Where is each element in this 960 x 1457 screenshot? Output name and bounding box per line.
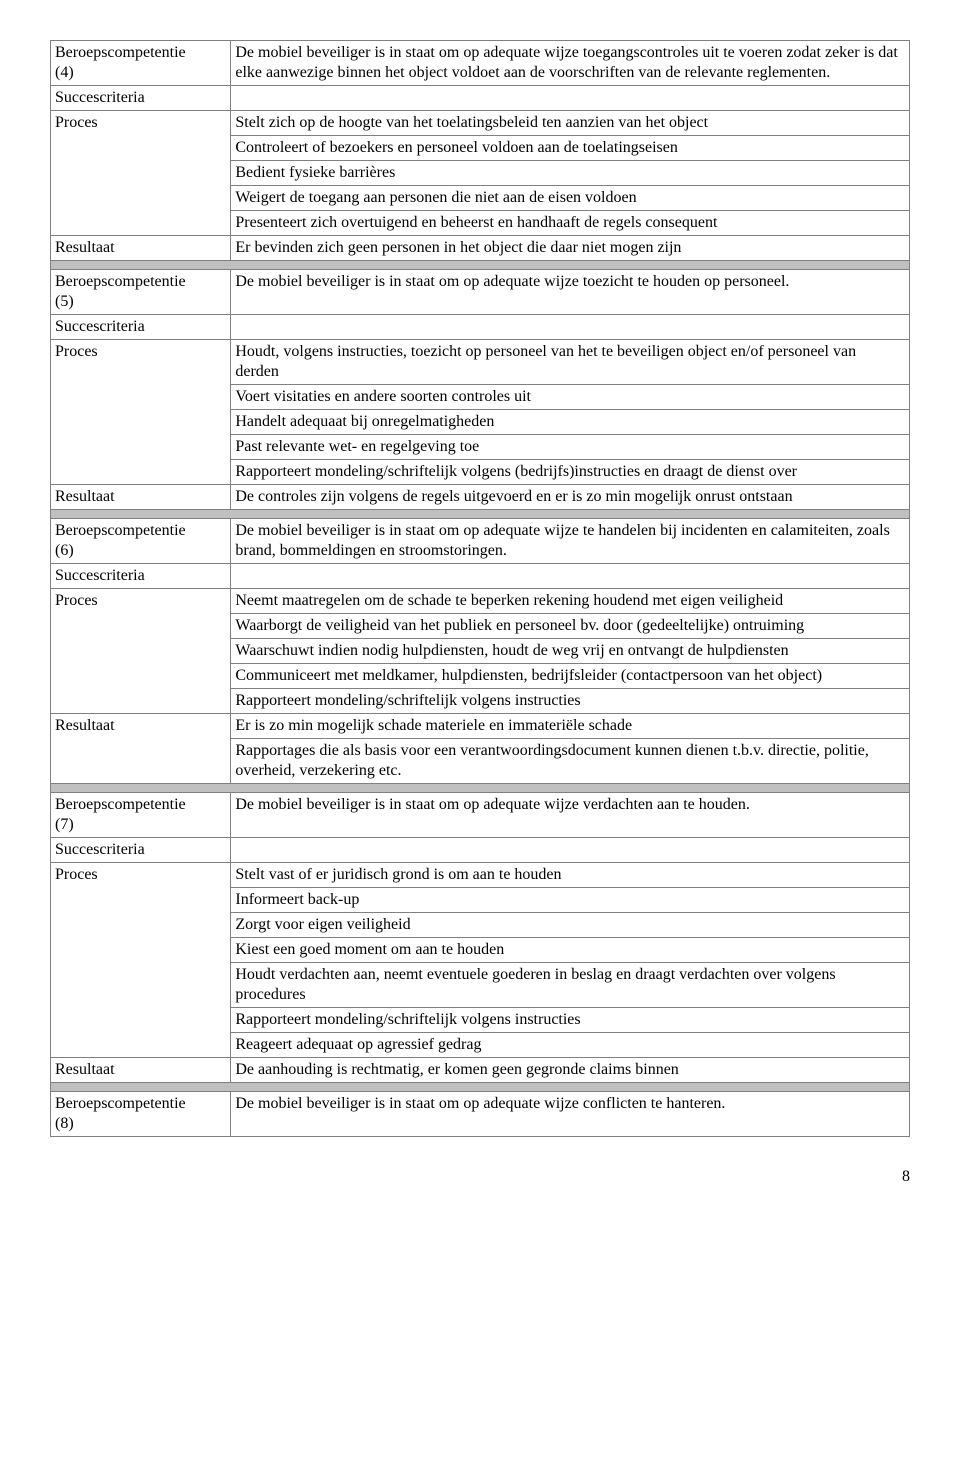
- competence-title-cell: Beroepscompetentie (5): [51, 270, 231, 315]
- proces-item: Kiest een goed moment om aan te houden: [231, 938, 910, 963]
- proces-item: Houdt, volgens instructies, toezicht op …: [231, 340, 910, 385]
- competence-description: De mobiel beveiliger is in staat om op a…: [231, 270, 910, 315]
- competence-label: Beroepscompetentie: [55, 44, 186, 61]
- separator-row: [51, 1083, 910, 1092]
- competence-title-cell: Beroepscompetentie (7): [51, 793, 231, 838]
- proces-item: Rapporteert mondeling/schriftelijk volge…: [231, 1008, 910, 1033]
- proces-item: Houdt verdachten aan, neemt eventuele go…: [231, 963, 910, 1008]
- proces-item: Waarborgt de veiligheid van het publiek …: [231, 614, 910, 639]
- proces-item: Stelt vast of er juridisch grond is om a…: [231, 863, 910, 888]
- competence-label: Beroepscompetentie: [55, 522, 186, 539]
- proces-item: Communiceert met meldkamer, hulpdiensten…: [231, 664, 910, 689]
- proces-item: Stelt zich op de hoogte van het toelatin…: [231, 111, 910, 136]
- competence-number: (8): [55, 1115, 74, 1132]
- competence-title-cell: Beroepscompetentie (4): [51, 41, 231, 86]
- proces-item: Bedient fysieke barrières: [231, 161, 910, 186]
- proces-item: Voert visitaties en andere soorten contr…: [231, 385, 910, 410]
- page-number: 8: [50, 1167, 910, 1187]
- proces-item: Controleert of bezoekers en personeel vo…: [231, 136, 910, 161]
- proces-label: Proces: [51, 111, 231, 236]
- proces-item: Rapporteert mondeling/schriftelijk volge…: [231, 460, 910, 485]
- competence-description: De mobiel beveiliger is in staat om op a…: [231, 41, 910, 86]
- success-criteria-label: Succescriteria: [51, 86, 231, 111]
- proces-item: Informeert back-up: [231, 888, 910, 913]
- resultaat-label: Resultaat: [51, 714, 231, 784]
- proces-item: Waarschuwt indien nodig hulpdiensten, ho…: [231, 639, 910, 664]
- resultaat-label: Resultaat: [51, 1058, 231, 1083]
- proces-item: Zorgt voor eigen veiligheid: [231, 913, 910, 938]
- competence-title-cell: Beroepscompetentie (6): [51, 519, 231, 564]
- competence-label: Beroepscompetentie: [55, 273, 186, 290]
- proces-item: Reageert adequaat op agressief gedrag: [231, 1033, 910, 1058]
- success-criteria-label: Succescriteria: [51, 315, 231, 340]
- proces-label: Proces: [51, 589, 231, 714]
- proces-label: Proces: [51, 863, 231, 1058]
- success-criteria-label: Succescriteria: [51, 564, 231, 589]
- success-criteria-cell: [231, 86, 910, 111]
- resultaat-item: Er is zo min mogelijk schade materiele e…: [231, 714, 910, 739]
- resultaat-item: Er bevinden zich geen personen in het ob…: [231, 236, 910, 261]
- competence-description: De mobiel beveiliger is in staat om op a…: [231, 1092, 910, 1137]
- success-criteria-label: Succescriteria: [51, 838, 231, 863]
- proces-item: Weigert de toegang aan personen die niet…: [231, 186, 910, 211]
- competence-number: (5): [55, 293, 74, 310]
- competence-description: De mobiel beveiliger is in staat om op a…: [231, 519, 910, 564]
- success-criteria-cell: [231, 315, 910, 340]
- competence-description: De mobiel beveiliger is in staat om op a…: [231, 793, 910, 838]
- resultaat-label: Resultaat: [51, 485, 231, 510]
- separator-row: [51, 261, 910, 270]
- competence-label: Beroepscompetentie: [55, 1095, 186, 1112]
- resultaat-item: De aanhouding is rechtmatig, er komen ge…: [231, 1058, 910, 1083]
- proces-item: Neemt maatregelen om de schade te beperk…: [231, 589, 910, 614]
- resultaat-item: De controles zijn volgens de regels uitg…: [231, 485, 910, 510]
- resultaat-item: Rapportages die als basis voor een veran…: [231, 739, 910, 784]
- competence-label: Beroepscompetentie: [55, 796, 186, 813]
- separator-row: [51, 784, 910, 793]
- resultaat-label: Resultaat: [51, 236, 231, 261]
- competence-number: (7): [55, 816, 74, 833]
- proces-item: Presenteert zich overtuigend en beheerst…: [231, 211, 910, 236]
- competence-title-cell: Beroepscompetentie (8): [51, 1092, 231, 1137]
- proces-label: Proces: [51, 340, 231, 485]
- proces-item: Handelt adequaat bij onregelmatigheden: [231, 410, 910, 435]
- competence-number: (4): [55, 64, 74, 81]
- competence-number: (6): [55, 542, 74, 559]
- proces-item: Rapporteert mondeling/schriftelijk volge…: [231, 689, 910, 714]
- success-criteria-cell: [231, 564, 910, 589]
- success-criteria-cell: [231, 838, 910, 863]
- proces-item: Past relevante wet- en regelgeving toe: [231, 435, 910, 460]
- separator-row: [51, 510, 910, 519]
- competence-table: Beroepscompetentie (4) De mobiel beveilige…: [50, 40, 910, 1137]
